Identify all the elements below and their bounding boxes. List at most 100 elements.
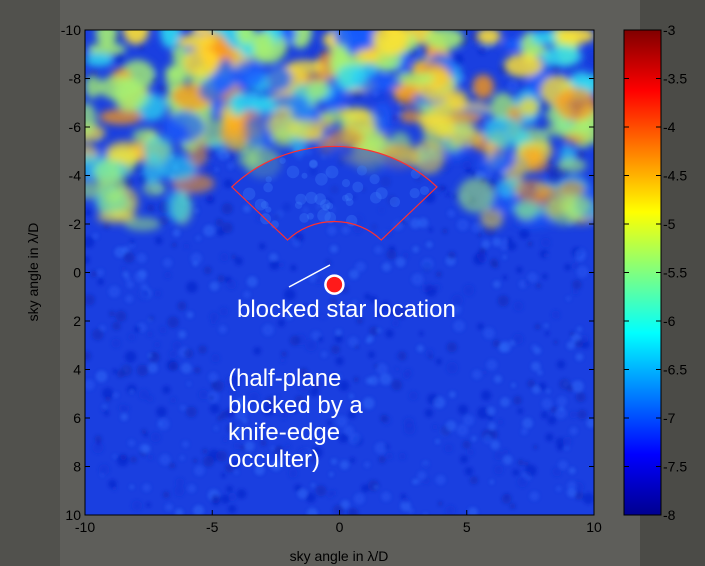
speckle-mark — [492, 339, 501, 348]
scatter-blob — [336, 64, 367, 90]
speckle-mark — [486, 406, 496, 416]
speckle-mark — [551, 310, 560, 319]
speckle-mark — [215, 218, 224, 227]
speckle-mark — [327, 226, 337, 236]
speckle-mark — [329, 472, 334, 477]
scatter-blob — [514, 199, 538, 221]
speckle-mark — [445, 192, 450, 197]
speckle-mark — [225, 153, 231, 159]
speckle-mark — [192, 458, 198, 464]
speckle-mark — [338, 380, 350, 392]
speckle-mark — [137, 269, 147, 279]
speckle-mark — [290, 264, 297, 271]
hole-speckle — [309, 160, 317, 168]
speckle-mark — [391, 319, 400, 327]
speckle-mark — [96, 269, 104, 277]
speckle-mark — [471, 170, 477, 177]
speckle-mark — [209, 395, 214, 401]
speckle-mark — [285, 461, 293, 469]
speckle-mark — [362, 397, 375, 410]
y-tick-label: -8 — [69, 71, 82, 87]
speckle-mark — [281, 351, 287, 357]
hole-speckle — [315, 173, 328, 186]
speckle-mark — [157, 418, 170, 430]
speckle-mark — [99, 325, 106, 332]
speckle-mark — [334, 334, 344, 344]
speckle-mark — [97, 278, 105, 286]
speckle-mark — [553, 340, 558, 345]
speckle-mark — [297, 447, 310, 460]
speckle-mark — [580, 335, 589, 343]
speckle-mark — [112, 321, 121, 331]
scatter-blob — [306, 80, 329, 100]
speckle-mark — [218, 325, 227, 334]
scatter-blob — [87, 43, 127, 56]
speckle-mark — [479, 247, 486, 254]
speckle-mark — [492, 237, 502, 247]
y-tick-label: 6 — [73, 410, 81, 426]
speckle-mark — [368, 351, 375, 359]
speckle-mark — [559, 406, 564, 412]
scatter-blob — [327, 128, 365, 149]
speckle-mark — [115, 310, 127, 322]
speckle-mark — [203, 266, 212, 275]
speckle-mark — [205, 195, 215, 205]
speckle-mark — [452, 54, 464, 65]
speckle-mark — [147, 363, 158, 374]
y-tick-label: 10 — [65, 507, 81, 523]
scatter-blob — [237, 153, 262, 167]
speckle-mark — [273, 446, 284, 457]
speckle-mark — [547, 415, 557, 425]
speckle-mark — [565, 446, 570, 451]
speckle-mark — [466, 448, 474, 456]
speckle-mark — [353, 493, 365, 505]
speckle-mark — [220, 494, 230, 505]
speckle-mark — [85, 236, 95, 248]
speckle-mark — [386, 249, 397, 260]
speckle-mark — [353, 224, 363, 234]
hole-speckle — [263, 182, 273, 193]
speckle-mark — [221, 472, 226, 478]
speckle-mark — [141, 444, 151, 454]
speckle-mark — [501, 493, 512, 504]
speckle-mark — [92, 442, 104, 454]
half-plane-annotation-line: blocked by a — [228, 392, 363, 419]
speckle-mark — [491, 261, 499, 269]
y-tick-label: 2 — [73, 313, 81, 329]
hole-speckle — [299, 213, 310, 223]
colorbar-tick-label: -6 — [663, 313, 676, 329]
y-axis-label: sky angle in λ/D — [25, 223, 41, 322]
speckle-mark — [577, 41, 586, 50]
speckle-mark — [193, 505, 205, 515]
speckle-mark — [516, 266, 523, 274]
speckle-mark — [187, 484, 196, 493]
speckle-mark — [209, 312, 219, 322]
speckle-mark — [274, 395, 280, 400]
speckle-mark — [219, 410, 229, 419]
speckle-mark — [571, 262, 579, 270]
speckle-mark — [568, 467, 576, 474]
speckle-mark — [419, 331, 424, 336]
speckle-mark — [442, 228, 448, 234]
speckle-mark — [459, 455, 469, 464]
speckle-mark — [142, 483, 151, 492]
speckle-mark — [154, 290, 162, 297]
scatter-blob — [105, 140, 145, 164]
speckle-mark — [136, 364, 149, 377]
speckle-mark — [544, 323, 549, 328]
hole-speckle — [356, 165, 367, 176]
speckle-mark — [164, 271, 171, 279]
speckle-mark — [192, 260, 199, 267]
y-tick-label: -4 — [69, 168, 82, 184]
speckle-mark — [169, 462, 176, 469]
hole-speckle — [326, 202, 334, 210]
hole-speckle — [369, 174, 380, 185]
y-tick-label: -2 — [69, 216, 82, 232]
speckle-mark — [85, 256, 90, 264]
speckle-mark — [129, 484, 134, 490]
speckle-mark — [524, 461, 529, 467]
y-tick-label: 4 — [73, 362, 81, 378]
colorbar — [623, 29, 662, 516]
speckle-mark — [186, 281, 198, 293]
speckle-mark — [96, 440, 101, 446]
